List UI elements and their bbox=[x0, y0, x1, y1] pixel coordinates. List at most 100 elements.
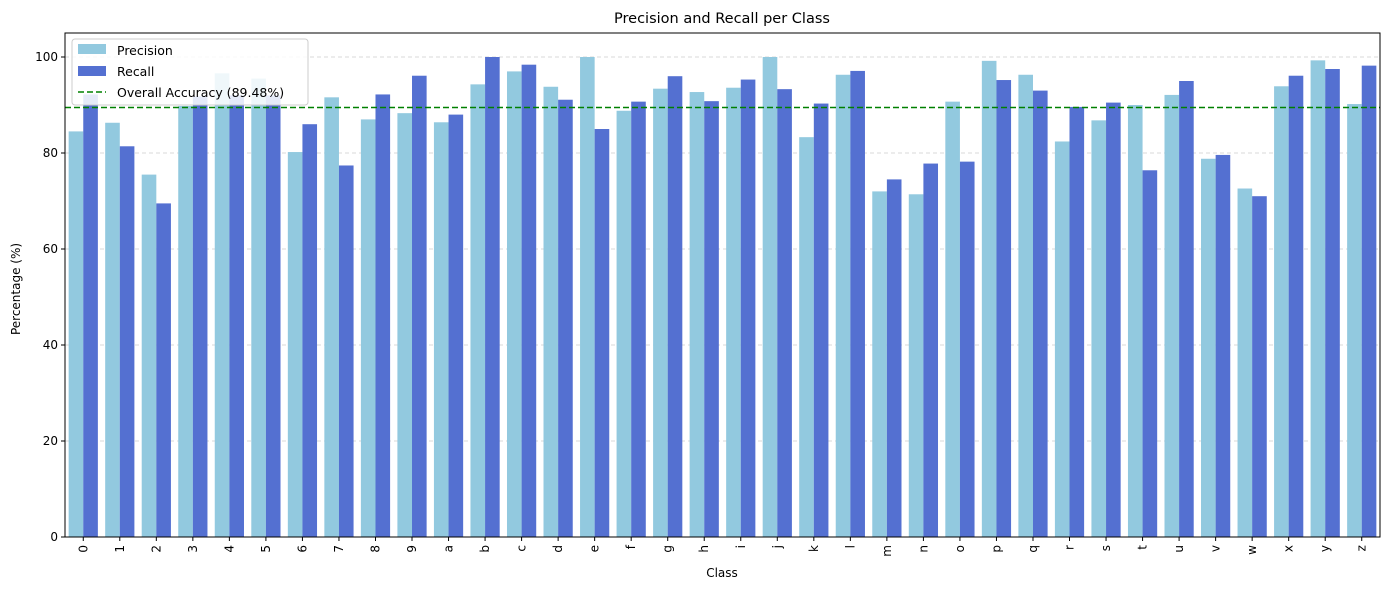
bar-precision-b bbox=[470, 84, 486, 538]
bar-recall-m bbox=[886, 179, 902, 537]
bar-recall-a bbox=[448, 114, 464, 537]
x-tick-label-s: s bbox=[1099, 545, 1113, 551]
bar-recall-g bbox=[667, 76, 683, 537]
bar-recall-b bbox=[485, 57, 500, 537]
x-tick-label-8: 8 bbox=[368, 545, 382, 553]
bar-recall-j bbox=[777, 89, 792, 537]
y-tick-label: 60 bbox=[43, 242, 58, 256]
bar-precision-k bbox=[799, 137, 814, 537]
x-tick-label-z: z bbox=[1355, 545, 1369, 551]
x-tick-label-5: 5 bbox=[259, 545, 273, 553]
bar-precision-4 bbox=[214, 73, 230, 537]
bar-precision-5 bbox=[251, 78, 266, 537]
bar-recall-8 bbox=[375, 94, 391, 537]
bar-precision-a bbox=[433, 122, 449, 537]
bar-precision-7 bbox=[324, 97, 339, 537]
bar-recall-2 bbox=[156, 203, 171, 537]
bar-precision-y bbox=[1310, 60, 1326, 538]
x-tick-label-w: w bbox=[1245, 545, 1259, 555]
bar-recall-c bbox=[521, 64, 537, 538]
x-tick-label-u: u bbox=[1172, 545, 1186, 553]
x-tick-label-7: 7 bbox=[332, 545, 346, 553]
bar-precision-z bbox=[1347, 104, 1362, 537]
x-tick-label-9: 9 bbox=[405, 545, 419, 553]
x-tick-label-r: r bbox=[1063, 545, 1077, 550]
x-tick-label-e: e bbox=[588, 545, 602, 552]
bar-precision-0 bbox=[68, 131, 84, 537]
legend-label-recall: Recall bbox=[117, 64, 154, 79]
bar-precision-w bbox=[1237, 188, 1253, 537]
bar-recall-v bbox=[1215, 154, 1231, 538]
bar-recall-1 bbox=[119, 146, 135, 537]
x-tick-label-f: f bbox=[624, 544, 638, 549]
bar-precision-6 bbox=[287, 152, 303, 538]
x-tick-label-m: m bbox=[880, 545, 894, 557]
bar-recall-4 bbox=[229, 95, 244, 538]
bar-recall-e bbox=[594, 129, 610, 537]
bars bbox=[68, 57, 1377, 538]
bar-recall-7 bbox=[338, 165, 354, 538]
legend-swatch-recall bbox=[78, 66, 106, 76]
bar-recall-y bbox=[1325, 69, 1340, 537]
x-tick-label-g: g bbox=[661, 545, 675, 553]
y-axis: 0 20 40 60 80 100 bbox=[35, 50, 65, 544]
y-tick-label: 20 bbox=[43, 434, 58, 448]
x-tick-label-v: v bbox=[1209, 545, 1223, 552]
x-tick-label-2: 2 bbox=[149, 545, 163, 553]
bar-precision-j bbox=[762, 57, 778, 537]
bar-precision-l bbox=[835, 74, 851, 537]
x-tick-label-k: k bbox=[807, 545, 821, 552]
x-tick-label-i: i bbox=[734, 545, 748, 548]
bar-precision-s bbox=[1091, 120, 1107, 538]
bar-precision-1 bbox=[105, 122, 120, 537]
x-tick-label-b: b bbox=[478, 545, 492, 553]
x-tick-label-1: 1 bbox=[113, 545, 127, 553]
bar-precision-q bbox=[1018, 74, 1033, 537]
x-tick-label-p: p bbox=[989, 545, 1003, 553]
x-axis: 0 1 2 3 4 5 6 7 8 9 a b c d e f g h i j k l m n o p q r s t u v w x y z bbox=[76, 537, 1369, 557]
x-tick-label-q: q bbox=[1026, 545, 1040, 553]
x-tick-label-c: c bbox=[515, 545, 529, 552]
y-tick-label: 40 bbox=[43, 338, 58, 352]
bar-recall-6 bbox=[302, 124, 318, 537]
x-tick-label-3: 3 bbox=[186, 545, 200, 553]
grid-lines bbox=[65, 56, 1380, 442]
bar-recall-x bbox=[1288, 75, 1304, 537]
bar-precision-o bbox=[945, 101, 960, 537]
legend-swatch-precision bbox=[78, 44, 106, 54]
bar-recall-q bbox=[1032, 90, 1048, 537]
bar-precision-f bbox=[616, 110, 632, 537]
bar-precision-e bbox=[580, 57, 595, 537]
legend-label-overall-accuracy: Overall Accuracy (89.48%) bbox=[117, 85, 284, 100]
bar-precision-m bbox=[872, 191, 887, 537]
bar-recall-t bbox=[1142, 170, 1158, 537]
bar-recall-w bbox=[1252, 196, 1267, 537]
bar-recall-r bbox=[1069, 106, 1085, 538]
bar-recall-u bbox=[1179, 81, 1194, 537]
bar-recall-l bbox=[850, 70, 865, 538]
legend-label-precision: Precision bbox=[117, 43, 173, 58]
bar-recall-n bbox=[923, 163, 939, 537]
bar-precision-n bbox=[908, 194, 924, 537]
bar-precision-r bbox=[1054, 141, 1070, 538]
plot-frame bbox=[64, 32, 1381, 538]
x-tick-label-n: n bbox=[916, 545, 930, 553]
bar-recall-d bbox=[558, 99, 573, 537]
bar-precision-c bbox=[506, 71, 522, 538]
bar-recall-s bbox=[1106, 102, 1121, 537]
bar-precision-2 bbox=[141, 174, 157, 537]
x-tick-label-t: t bbox=[1136, 545, 1150, 550]
y-tick-label: 0 bbox=[50, 530, 58, 544]
bar-precision-x bbox=[1274, 86, 1289, 537]
legend-box bbox=[71, 38, 309, 106]
bar-recall-p bbox=[996, 80, 1012, 537]
y-tick-label: 100 bbox=[35, 50, 58, 64]
bar-precision-d bbox=[543, 86, 559, 537]
bar-recall-0 bbox=[83, 94, 98, 537]
legend: Precision Recall Overall Accuracy (89.48… bbox=[71, 38, 309, 106]
x-tick-label-h: h bbox=[697, 545, 711, 553]
x-tick-label-l: l bbox=[843, 545, 857, 548]
bar-recall-h bbox=[704, 101, 719, 537]
bar-precision-3 bbox=[178, 105, 193, 538]
